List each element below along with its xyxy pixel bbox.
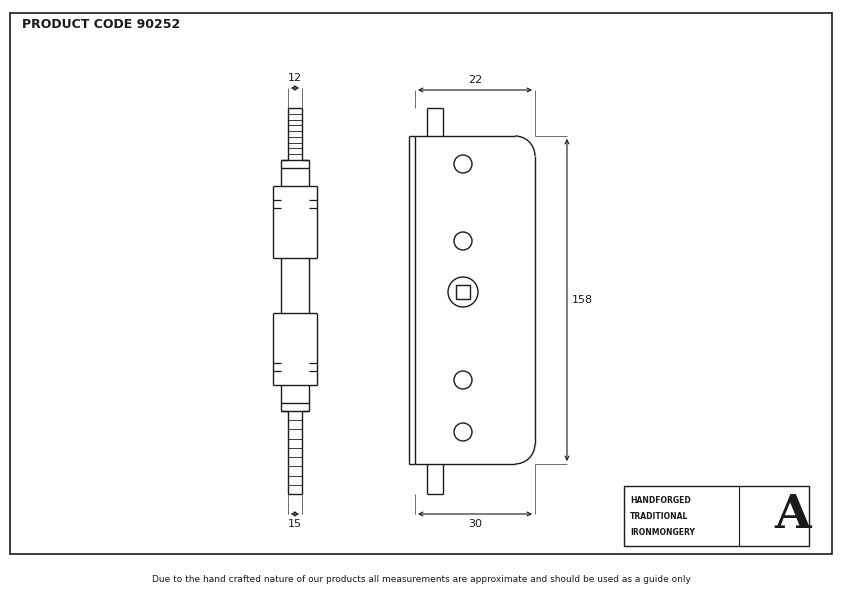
Text: A: A — [774, 492, 811, 538]
Text: 15: 15 — [288, 519, 302, 529]
Bar — [624, 486, 809, 546]
Text: 12: 12 — [288, 73, 302, 83]
Text: Due to the hand crafted nature of our products all measurements are approximate : Due to the hand crafted nature of our pr… — [152, 576, 690, 585]
Text: TRADITIONAL: TRADITIONAL — [630, 512, 689, 521]
Text: 30: 30 — [468, 519, 482, 529]
Text: 22: 22 — [468, 75, 482, 85]
Text: 158: 158 — [572, 295, 593, 305]
Text: IRONMONGERY: IRONMONGERY — [630, 528, 695, 537]
Text: PRODUCT CODE 90252: PRODUCT CODE 90252 — [22, 18, 180, 31]
Bar — [456, 285, 470, 299]
Text: HANDFORGED: HANDFORGED — [630, 496, 690, 505]
